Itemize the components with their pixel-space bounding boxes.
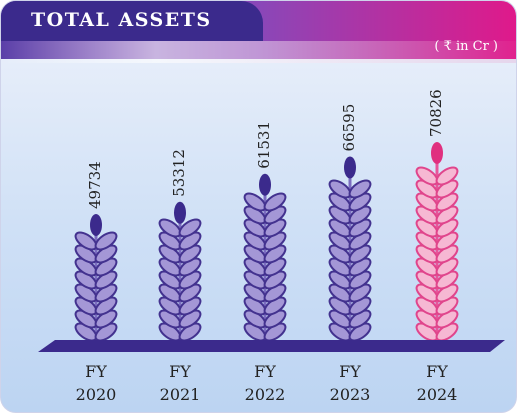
header-shade [1,41,516,63]
value-label: 49734 [86,161,104,209]
value-label: 70826 [427,89,445,137]
leaf [94,231,118,251]
bud [90,214,102,236]
leaf [435,166,459,186]
bud [174,201,186,224]
x-tick-label: FY 2024 [416,362,458,404]
unit-label: ( ₹ in Cr ) [434,39,498,54]
wheat-bar [415,142,459,342]
value-label: 66595 [340,104,358,152]
wheat-bar [243,173,287,342]
bud [259,173,271,196]
bud [431,142,443,164]
leaf [263,192,287,212]
bud [344,156,356,179]
leaf [178,218,202,238]
leaf [348,179,372,199]
x-tick-label: FY 2021 [159,362,201,404]
wheat-bar [328,156,372,342]
title-tab [1,1,263,41]
value-label: 53312 [170,149,188,197]
wheat-bar [74,214,118,342]
stage [38,340,505,352]
chart-title: TOTAL ASSETS [31,9,212,31]
x-tick-label: FY 2023 [329,362,371,404]
x-tick-label: FY 2022 [244,362,286,404]
x-tick-label: FY 2020 [75,362,117,404]
wheat-bar [158,201,202,342]
value-label: 61531 [255,121,273,169]
